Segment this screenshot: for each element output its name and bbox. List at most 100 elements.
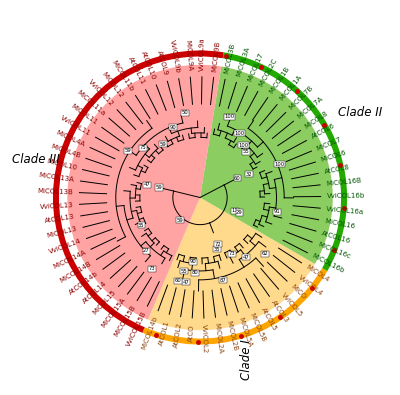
Text: AtCO: AtCO [188,324,195,342]
Text: 29: 29 [236,210,243,215]
Text: MiCOL17: MiCOL17 [247,51,264,82]
Text: VviCOL2: VviCOL2 [201,324,208,354]
Text: MiCOL14A: MiCOL14A [52,249,87,270]
Text: MiCOL16: MiCOL16 [324,218,356,229]
Text: MiCOL16b: MiCOL16b [311,253,346,275]
Text: 27: 27 [143,248,150,253]
Wedge shape [53,51,224,333]
Text: 100: 100 [225,115,235,119]
Text: Clade I: Clade I [240,339,253,380]
Text: AtCOL13: AtCOL13 [44,214,75,224]
Text: MiCOL12: MiCOL12 [101,71,125,99]
Text: Clade III: Clade III [12,152,60,166]
Wedge shape [148,198,315,330]
Text: MiCOL1A: MiCOL1A [279,74,303,102]
Text: VviCOL4: VviCOL4 [298,274,324,297]
Text: 59: 59 [124,149,131,154]
Text: VviCOL16b: VviCOL16b [327,193,365,199]
Text: AtCOL16: AtCOL16 [321,230,352,244]
Text: MiCOL1B: MiCOL1B [269,65,291,94]
Text: 87: 87 [220,278,227,283]
Text: 90: 90 [169,125,176,130]
Text: 100: 100 [234,131,244,135]
Text: AtCOL1: AtCOL1 [158,319,170,346]
Text: MiCOL7B: MiCOL7B [288,84,314,110]
Text: 90: 90 [189,260,196,265]
Text: VviCOL11: VviCOL11 [60,115,92,137]
Wedge shape [200,66,333,264]
Text: MiCOL9A: MiCOL9A [184,40,193,71]
Text: MiCOL4A: MiCOL4A [55,130,86,148]
Text: MiCOL2B: MiCOL2B [226,320,238,352]
Text: MiCOL15A: MiCOL15A [100,297,126,329]
Text: VviCOL15B: VviCOL15B [125,310,148,348]
Text: AtCOL14b: AtCOL14b [68,271,100,296]
Text: 60: 60 [175,278,182,283]
Text: 60: 60 [234,175,241,181]
Text: AtCOL2: AtCOL2 [172,322,183,348]
Text: 47: 47 [144,182,150,188]
Text: MiCOL5B: MiCOL5B [249,312,267,343]
Text: MiCOL2C: MiCOL2C [258,58,278,88]
Wedge shape [142,268,327,344]
Text: MiCOL7A: MiCOL7A [296,95,324,120]
Text: VviCOL14: VviCOL14 [48,238,82,255]
Text: MiCOL4: MiCOL4 [305,263,330,283]
Text: MiCOL10: MiCOL10 [46,158,78,171]
Text: MiCOL5A: MiCOL5A [237,317,253,348]
Text: MiCOL6: MiCOL6 [320,150,347,163]
Text: MiCOL15B: MiCOL15B [113,304,136,338]
Text: 100: 100 [238,143,248,148]
Text: 73: 73 [229,252,235,256]
Text: 47: 47 [243,254,250,260]
Text: 75: 75 [140,145,146,150]
Text: MiCOL4B: MiCOL4B [50,143,81,159]
Text: MiCOL14b: MiCOL14b [141,315,159,350]
Text: 80: 80 [192,270,198,275]
Text: 50: 50 [182,110,188,115]
Wedge shape [67,65,221,320]
Text: 59: 59 [156,185,162,190]
Text: 72: 72 [214,241,221,246]
Text: AtCOL3: AtCOL3 [270,299,290,324]
Text: 35: 35 [138,223,145,228]
Text: 35: 35 [214,246,220,252]
Text: 100: 100 [274,162,284,167]
Text: VviCOL9b: VviCOL9b [169,39,181,73]
Text: MiCOL11: MiCOL11 [70,103,99,126]
Text: 59: 59 [159,142,166,147]
Text: MiCOL3A: MiCOL3A [235,46,250,77]
Text: AtCOL5: AtCOL5 [260,306,278,332]
Text: 11: 11 [232,209,239,213]
Text: MiCOL11b: MiCOL11b [111,59,135,92]
Text: VviCOL13: VviCOL13 [40,201,74,209]
Text: AtCOL9: AtCOL9 [156,50,169,76]
Text: MiCOL13: MiCOL13 [46,226,78,239]
Text: 59: 59 [177,218,184,223]
Text: AtCOL8: AtCOL8 [324,164,350,175]
Text: Clade II: Clade II [338,106,382,119]
Text: MiCOL14B: MiCOL14B [59,260,93,284]
Text: MiCOL15: MiCOL15 [91,289,117,316]
Text: MiCOL9B: MiCOL9B [211,40,221,72]
Text: MiCOL2A: MiCOL2A [213,323,223,354]
Wedge shape [223,52,347,271]
Text: MiCOL16B: MiCOL16B [326,177,362,187]
Text: 91: 91 [274,209,280,214]
Text: AtCOL6: AtCOL6 [310,123,336,140]
Text: MiCOL13B: MiCOL13B [38,188,74,196]
Text: VviCOL16a: VviCOL16a [326,206,364,215]
Text: AtCOL14: AtCOL14 [81,280,108,305]
Text: AtCOL10: AtCOL10 [140,50,157,81]
Text: VviCOL12: VviCOL12 [88,79,115,107]
Text: VviCOL9a: VviCOL9a [199,37,206,71]
Text: MiCOL16c: MiCOL16c [317,242,351,260]
Text: 62: 62 [262,252,268,256]
Text: MiCO: MiCO [289,283,306,300]
Text: 55: 55 [243,149,250,154]
Text: 55: 55 [181,269,188,274]
Text: 47: 47 [183,280,190,285]
Text: MiCOL13A: MiCOL13A [39,172,75,183]
Text: MiCOL3B: MiCOL3B [224,42,236,74]
Text: MiCOL8: MiCOL8 [304,110,329,130]
